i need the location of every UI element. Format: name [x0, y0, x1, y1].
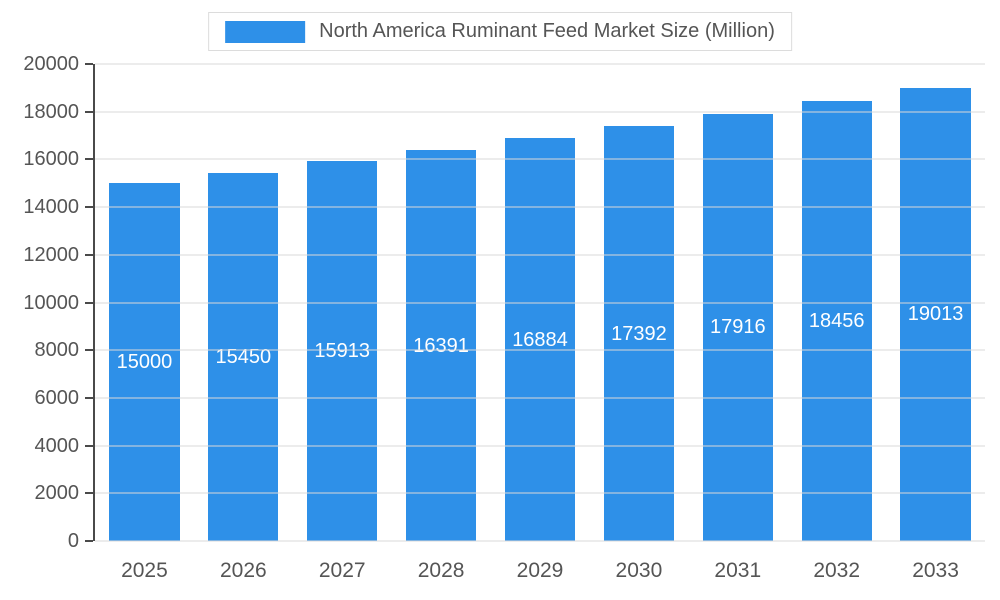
y-tick-mark — [85, 110, 93, 113]
y-tick-mark — [85, 444, 93, 447]
bar-value-label: 15913 — [314, 340, 371, 363]
y-grid-line — [95, 63, 985, 65]
y-tick-mark — [85, 349, 93, 352]
x-tick-label: 2026 — [219, 559, 267, 582]
y-tick-label: 0 — [67, 530, 79, 552]
bar-value-label: 17392 — [611, 322, 667, 345]
legend-swatch — [225, 20, 306, 43]
bar-value-label: 19013 — [907, 303, 964, 326]
y-tick-label: 16000 — [23, 148, 79, 171]
x-tick-label: 2031 — [714, 559, 762, 582]
bar: 18456 — [801, 100, 872, 541]
y-grid-line — [95, 302, 985, 303]
bar-cell: 18456 — [787, 64, 886, 541]
chart-legend: North America Ruminant Feed Market Size … — [208, 12, 792, 51]
chart-title: North America Ruminant Feed Market Size … — [319, 20, 775, 42]
bar: 16884 — [504, 138, 576, 541]
y-tick-mark — [85, 158, 93, 161]
y-grid-line — [95, 254, 985, 256]
bar: 15000 — [109, 183, 180, 541]
y-tick-mark — [85, 540, 93, 542]
y-tick-label: 2000 — [34, 482, 80, 505]
bar: 17916 — [702, 113, 773, 541]
bar-value-label: 18456 — [808, 309, 865, 332]
y-grid-line — [95, 158, 985, 160]
y-tick-mark — [85, 492, 93, 495]
bar: 17392 — [603, 126, 674, 541]
y-tick-mark — [85, 206, 93, 209]
y-tick-mark — [85, 396, 93, 399]
y-axis-line — [93, 64, 95, 541]
bar: 15913 — [307, 161, 378, 541]
x-tick-label: 2030 — [615, 559, 663, 582]
bar-cell: 16391 — [392, 64, 491, 541]
bar: 15450 — [208, 172, 279, 541]
x-tick-label: 2027 — [318, 559, 366, 582]
y-grid-line — [95, 492, 985, 494]
y-tick-mark — [85, 301, 93, 304]
x-tick-label: 2025 — [121, 559, 168, 582]
bar-value-label: 15450 — [215, 345, 272, 368]
y-tick-mark — [85, 63, 93, 65]
y-tick-label: 14000 — [23, 196, 79, 219]
bar-cell: 15000 — [95, 64, 194, 541]
x-tick-label: 2028 — [417, 559, 465, 582]
y-grid-line — [95, 111, 985, 113]
y-tick-label: 10000 — [23, 291, 79, 314]
bar-value-label: 16391 — [413, 334, 469, 357]
y-tick-label: 12000 — [23, 243, 79, 266]
bar-cell: 15450 — [194, 64, 293, 541]
bar: 19013 — [900, 87, 971, 541]
y-grid-line — [95, 206, 985, 208]
bar-cell: 17392 — [589, 64, 688, 541]
bar: 16391 — [406, 150, 477, 541]
y-tick-label: 18000 — [23, 100, 79, 123]
x-tick-label: 2032 — [813, 559, 861, 582]
y-tick-label: 8000 — [34, 339, 80, 362]
y-grid-line — [95, 349, 985, 351]
y-tick-label: 6000 — [34, 386, 80, 409]
plot-area: 15000 15450 15913 16391 16884 17392 17916 18456… — [23, 54, 985, 551]
y-grid-line — [95, 445, 985, 447]
bar-cell: 15913 — [293, 64, 392, 541]
y-grid-line — [95, 540, 985, 542]
x-tick-label: 2033 — [912, 559, 959, 582]
bar-cell: 19013 — [886, 64, 985, 541]
bar-cell: 17916 — [688, 64, 787, 541]
y-tick-label: 4000 — [34, 434, 80, 457]
bar-value-label: 16884 — [512, 328, 568, 351]
x-axis-labels: 2025 2026 2027 2028 2029 2030 2031 2032 2033 — [95, 549, 985, 583]
y-tick-mark — [85, 253, 93, 256]
bar-value-label: 15000 — [116, 351, 173, 374]
y-tick-label: 20000 — [23, 53, 79, 75]
bar-cell: 16884 — [491, 64, 590, 541]
y-grid-line — [95, 397, 985, 399]
bars-container: 15000 15450 15913 16391 16884 17392 17916 18456… — [95, 64, 985, 541]
bar-value-label: 17916 — [709, 316, 766, 339]
x-tick-label: 2029 — [516, 559, 564, 582]
